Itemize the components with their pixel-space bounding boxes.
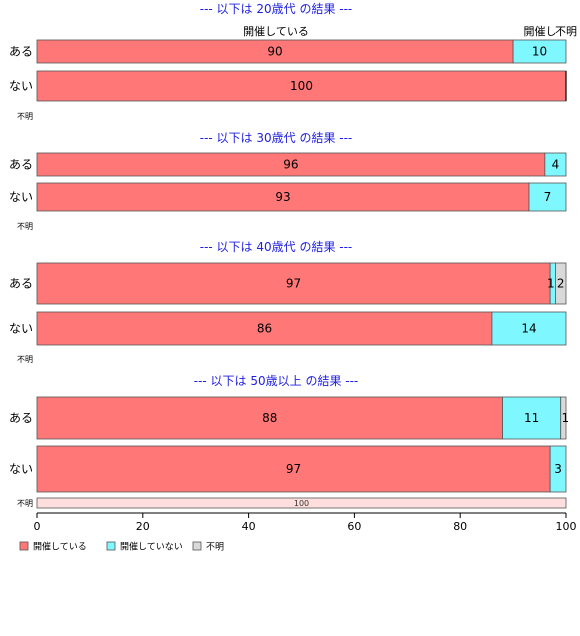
legend-label: 開催していない	[120, 541, 183, 553]
row-label: ない	[9, 462, 33, 476]
data-label: 86	[257, 322, 272, 336]
legend-swatch	[106, 541, 116, 551]
x-tick-label: 20	[136, 520, 150, 533]
bar-segment	[36, 396, 503, 440]
bar-segment	[549, 445, 567, 493]
bar-segment	[36, 70, 567, 102]
legend-label: 開催している	[33, 541, 87, 553]
legend-swatch	[19, 541, 29, 551]
group-title: --- 以下は 50歳以上 の結果 ---	[194, 374, 359, 388]
segment-header-unknown: 不明	[555, 25, 577, 38]
row-label: ある	[9, 158, 33, 172]
data-label: 1	[547, 277, 555, 291]
data-label: 1	[562, 411, 570, 425]
row-label: 不明	[17, 499, 33, 508]
row-label: ない	[9, 190, 33, 204]
data-label: 3	[554, 462, 562, 476]
row-label: ある	[9, 277, 33, 291]
bar-segment	[36, 311, 493, 346]
data-label: 90	[267, 45, 282, 59]
bar-segment	[512, 39, 567, 64]
x-tick-label: 60	[347, 520, 361, 533]
row-label: ない	[9, 79, 33, 93]
legend-swatch	[192, 541, 202, 551]
data-label: 97	[286, 277, 301, 291]
bar-segment	[544, 152, 567, 177]
row-label: ある	[9, 45, 33, 59]
row-label: 不明	[17, 355, 33, 364]
bar-segment	[502, 396, 562, 440]
bar-segment	[36, 262, 551, 305]
data-label: 88	[262, 411, 277, 425]
row-label: ない	[9, 322, 33, 336]
data-label: 93	[275, 190, 290, 204]
x-tick-label: 80	[453, 520, 467, 533]
group-title: --- 以下は 40歳代 の結果 ---	[200, 240, 353, 254]
row-label: 不明	[17, 112, 33, 121]
data-label: 100	[294, 499, 309, 508]
data-label: 100	[290, 79, 313, 93]
x-tick-label: 40	[242, 520, 256, 533]
data-label: 97	[286, 462, 301, 476]
group-title: --- 以下は 20歳代 の結果 ---	[200, 2, 353, 16]
data-label: 7	[544, 190, 552, 204]
row-label: 不明	[17, 222, 33, 231]
bar-segment	[555, 262, 567, 305]
x-tick-label: 0	[34, 520, 41, 533]
segment-header-held: 開催している	[243, 24, 309, 38]
bar-segment	[36, 497, 567, 509]
data-label: 10	[532, 45, 547, 59]
bar-segment	[528, 182, 567, 212]
data-label: 2	[557, 277, 565, 291]
legend-label: 不明	[206, 542, 224, 553]
data-label: 14	[521, 322, 536, 336]
x-tick-label: 100	[556, 520, 577, 533]
segment-header-not-held: 開催し	[524, 24, 557, 38]
row-label: ある	[9, 411, 33, 425]
bar-segment	[560, 396, 567, 440]
bar-segment	[36, 182, 530, 212]
data-label: 4	[552, 158, 560, 172]
bar-segment	[491, 311, 567, 346]
data-label: 11	[524, 411, 539, 425]
group-title: --- 以下は 30歳代 の結果 ---	[200, 131, 353, 145]
data-label: 96	[283, 158, 298, 172]
